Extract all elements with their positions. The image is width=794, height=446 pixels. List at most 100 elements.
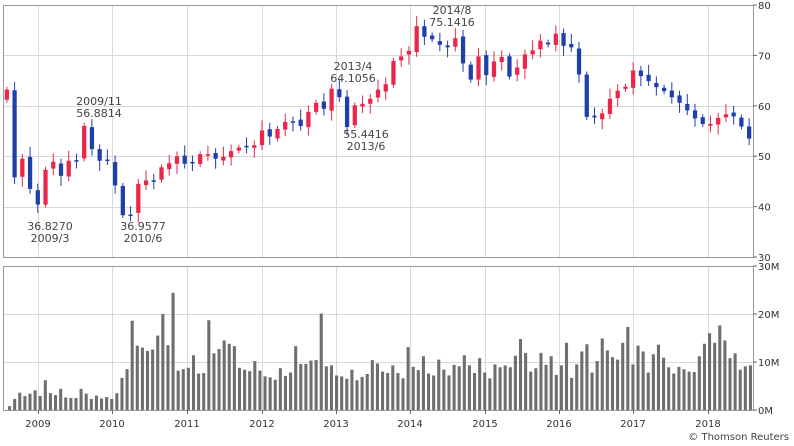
volume-bar [171, 292, 175, 410]
candle-body [739, 117, 744, 127]
candle [553, 25, 558, 52]
volume-bar [13, 398, 17, 410]
candle [545, 39, 551, 48]
volume-bar [140, 347, 144, 410]
x-tick-label: 2015 [472, 419, 497, 430]
volume-bar [498, 367, 502, 410]
candle [314, 99, 319, 115]
volume-bar [319, 313, 323, 410]
x-tick-label: 2014 [397, 419, 422, 430]
candle-body [352, 105, 357, 126]
volume-bar [641, 351, 645, 410]
candle-body [399, 56, 404, 61]
candle-body [221, 156, 226, 161]
candle [82, 122, 87, 162]
volume-bar [130, 320, 134, 410]
candle-body [27, 156, 33, 189]
volume-bar [74, 398, 78, 410]
volume-bar [186, 367, 190, 410]
candle [453, 28, 458, 52]
volume-panel-frame [3, 266, 754, 411]
volume-bar [524, 352, 528, 410]
candle [638, 65, 644, 87]
candle [368, 93, 373, 114]
candle-body [213, 152, 218, 159]
volume-bar [728, 358, 732, 410]
candle [592, 107, 597, 124]
volume-bar [283, 375, 288, 410]
candle [507, 53, 512, 80]
candle-body [321, 101, 327, 109]
candle [352, 102, 357, 129]
candle [716, 113, 721, 135]
volume-bar [43, 380, 47, 410]
volume-bar [340, 376, 344, 410]
candle-body [692, 110, 698, 119]
candle-body [576, 48, 582, 75]
candle-body [723, 114, 729, 118]
volume-bar [324, 366, 328, 410]
annotation-value: 36.8270 [27, 220, 73, 233]
candle [576, 41, 582, 83]
candle-body [290, 121, 296, 123]
candle [143, 170, 149, 190]
candle-body [205, 154, 211, 156]
candle-body [368, 98, 373, 104]
candle-body [337, 89, 342, 98]
volume-bar [687, 371, 691, 410]
candle-body [4, 89, 9, 100]
volume-bar [723, 340, 727, 410]
volume-bar [145, 350, 150, 410]
candle-body [174, 156, 180, 164]
candle-body [383, 84, 388, 92]
candle [228, 144, 234, 166]
volume-bar [488, 378, 492, 410]
volume-bar [314, 360, 318, 410]
candle [569, 33, 574, 53]
volume-bar [115, 393, 119, 410]
candle [283, 113, 288, 137]
candle [646, 64, 651, 86]
volume-bar [289, 372, 293, 410]
candle-body [128, 214, 133, 217]
volume-bar [386, 373, 390, 410]
volume-bar [743, 366, 747, 410]
annotation-low-2009: 36.8270 2009/3 [27, 220, 73, 245]
annotation-date: 2013/4 [334, 60, 373, 73]
candle-body [35, 190, 40, 205]
volume-bar [8, 406, 12, 410]
candle [476, 48, 481, 87]
volume-bar [503, 365, 507, 410]
volume-bar [299, 363, 303, 410]
candle-body [553, 33, 558, 45]
volume-bar [375, 363, 379, 410]
candle [58, 158, 64, 186]
volume-bar [411, 366, 415, 410]
volume-bar [59, 388, 63, 410]
volume-bar [207, 320, 211, 410]
time-axis: 2009 2010 2011 2012 2013 2014 2015 2016 2017 2018 [25, 410, 721, 430]
candle-body [275, 128, 280, 139]
volume-bar [605, 350, 609, 410]
candle-body [159, 167, 164, 180]
volume-bar [508, 367, 512, 410]
candle [213, 148, 218, 169]
volume-bar [667, 367, 671, 410]
candle [252, 140, 257, 158]
volume-bar [355, 380, 359, 410]
candle [105, 149, 110, 166]
candle-body [716, 117, 721, 125]
annotation-high-2014: 2014/8 75.1416 [429, 4, 475, 29]
candle [167, 154, 172, 176]
volume-bar [483, 372, 487, 410]
annotation-high-2013: 2013/4 64.1056 [330, 60, 376, 85]
candle-body [669, 90, 674, 98]
x-tick-label: 2012 [249, 419, 274, 430]
volume-bar [151, 349, 155, 410]
candle-body [600, 113, 605, 120]
candle [661, 84, 667, 95]
volume-bar [166, 345, 170, 410]
volume-bar [28, 393, 32, 410]
candle-body [638, 70, 644, 77]
